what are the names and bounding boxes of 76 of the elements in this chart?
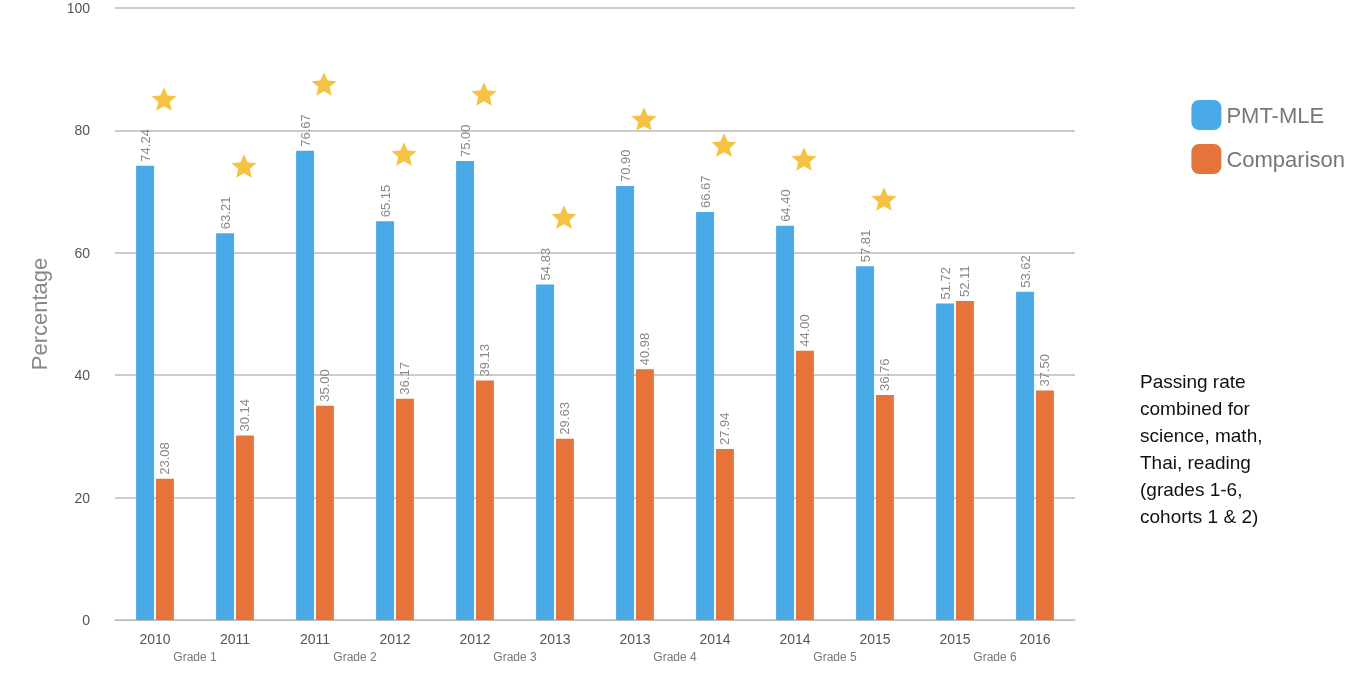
bar [235, 435, 254, 620]
y-tick-label: 60 [74, 244, 91, 261]
data-label: 64.40 [777, 189, 793, 222]
bar [616, 186, 635, 620]
data-label: 29.63 [557, 402, 573, 435]
bar [635, 369, 654, 620]
data-label: 30.14 [237, 399, 253, 432]
bar [136, 165, 155, 620]
y-tick-label: 80 [74, 122, 91, 139]
bar [1035, 390, 1054, 620]
bar [456, 161, 475, 620]
data-label: 51.72 [937, 266, 953, 300]
bar [856, 266, 875, 620]
data-label: 23.08 [157, 442, 173, 475]
bar [715, 449, 734, 620]
y-tick-label: 0 [82, 612, 91, 628]
text: Grade 2 [332, 650, 378, 664]
text: Grade 4 [652, 650, 698, 664]
x-tick-label: 2014 [779, 631, 811, 647]
legend-label: PMT-MLE [1226, 102, 1325, 128]
data-label: 63.21 [217, 196, 233, 230]
data-label: 66.67 [697, 175, 713, 208]
data-label: 40.98 [637, 332, 653, 366]
bar [1016, 291, 1035, 620]
x-tick-label: 2012 [379, 631, 411, 647]
x-tick-label: 2014 [699, 631, 731, 647]
data-label: 76.67 [297, 114, 313, 147]
bar [955, 301, 974, 620]
x-tick-label: 2016 [1019, 631, 1051, 647]
text: Grade 1 [172, 650, 218, 664]
data-label: 65.15 [377, 184, 393, 218]
data-label: 54.83 [537, 247, 553, 281]
y-axis-title: Percentage [26, 257, 52, 371]
data-label: 75.00 [457, 124, 473, 157]
data-label: 36.17 [397, 362, 413, 395]
text: Grade 3 [492, 650, 538, 664]
bar [776, 225, 795, 620]
data-label: 57.81 [857, 229, 873, 263]
bar [296, 150, 315, 620]
bar [555, 438, 574, 620]
data-label: 70.90 [617, 149, 633, 183]
bar [315, 405, 334, 620]
bar [475, 380, 494, 620]
data-label: 39.13 [477, 343, 493, 377]
text: Grade 6 [972, 650, 1018, 664]
x-tick-label: 2013 [619, 631, 651, 647]
bar [395, 398, 414, 620]
bar [795, 350, 814, 620]
data-label: 53.62 [1017, 255, 1033, 288]
x-tick-label: 2012 [459, 631, 491, 647]
bar [536, 284, 555, 620]
x-tick-label: 2011 [299, 631, 331, 647]
data-label: 36.76 [877, 358, 893, 392]
y-tick-label: 20 [74, 489, 91, 506]
bar [155, 478, 174, 620]
bar [216, 233, 235, 620]
y-tick-label: 40 [74, 367, 91, 384]
data-label: 52.11 [957, 265, 973, 298]
data-label: 37.50 [1037, 353, 1053, 387]
text: Passing rate combined for science, math, Thai, reading (grades 1-6, cohorts 1 & 2) [1140, 370, 1264, 529]
bar [936, 303, 955, 620]
y-tick-label: 100 [66, 0, 91, 16]
bar [376, 221, 395, 620]
bar [875, 395, 894, 620]
data-label: 44.00 [797, 314, 813, 347]
bar [696, 211, 715, 620]
data-label: 74.24 [137, 129, 153, 162]
x-tick-label: 2015 [859, 631, 891, 647]
legend-label: Comparison [1226, 146, 1345, 172]
data-label: 35.00 [317, 369, 333, 402]
text: Grade 5 [812, 650, 858, 664]
x-tick-label: 2011 [219, 631, 251, 647]
x-tick-label: 2010 [139, 631, 171, 647]
data-label: 27.94 [717, 412, 733, 446]
x-tick-label: 2013 [539, 631, 571, 647]
x-tick-label: 2015 [939, 631, 971, 647]
